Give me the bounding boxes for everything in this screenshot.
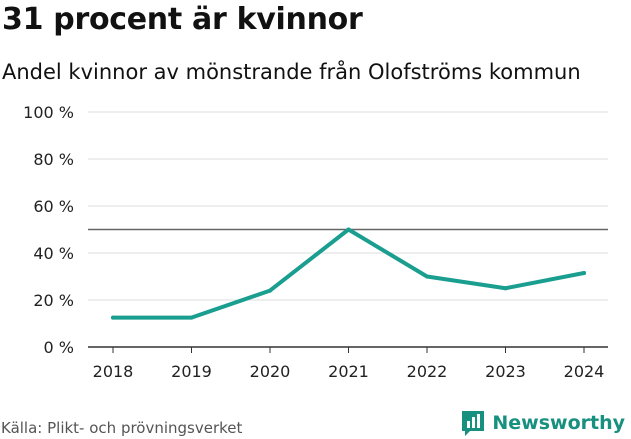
data-point: [582, 270, 586, 275]
data-point: [111, 315, 115, 320]
data-point: [268, 288, 272, 293]
y-tick-label: 20 %: [33, 291, 74, 310]
x-tick-label: 2018: [93, 362, 134, 381]
x-tick-label: 2020: [250, 362, 291, 381]
x-axis-ticks: 2018 2019 2020 2021 2022 2023 2024: [93, 347, 605, 381]
x-tick-label: 2023: [485, 362, 526, 381]
brand-logo[interactable]: Newsworthy: [460, 409, 625, 437]
y-tick-label: 80 %: [33, 150, 74, 169]
y-tick-label: 100 %: [23, 103, 74, 122]
chart-title: 31 procent är kvinnor: [2, 2, 363, 37]
series-group: [111, 227, 586, 320]
y-tick-label: 60 %: [33, 197, 74, 216]
brand-name: Newsworthy: [492, 412, 625, 434]
source-note: Källa: Plikt- och prövningsverket: [1, 419, 243, 437]
x-tick-label: 2024: [564, 362, 605, 381]
data-point: [346, 227, 351, 232]
newsworthy-logo-icon: [462, 411, 485, 436]
y-tick-label: 0 %: [44, 338, 74, 357]
x-tick-label: 2022: [407, 362, 448, 381]
x-tick-label: 2021: [328, 362, 369, 381]
chart-subtitle: Andel kvinnor av mönstrande från Olofstr…: [2, 60, 581, 84]
line-chart: 0 % 20 % 40 % 60 % 80 % 100 % 2018 2019 2020 202…: [23, 103, 608, 381]
data-point: [189, 315, 194, 320]
x-tick-label: 2019: [171, 362, 212, 381]
data-point: [425, 274, 429, 279]
data-point: [503, 286, 508, 291]
y-tick-label: 40 %: [33, 244, 74, 263]
y-axis-ticks: 0 % 20 % 40 % 60 % 80 % 100 %: [23, 103, 74, 357]
series-line: [111, 227, 586, 320]
